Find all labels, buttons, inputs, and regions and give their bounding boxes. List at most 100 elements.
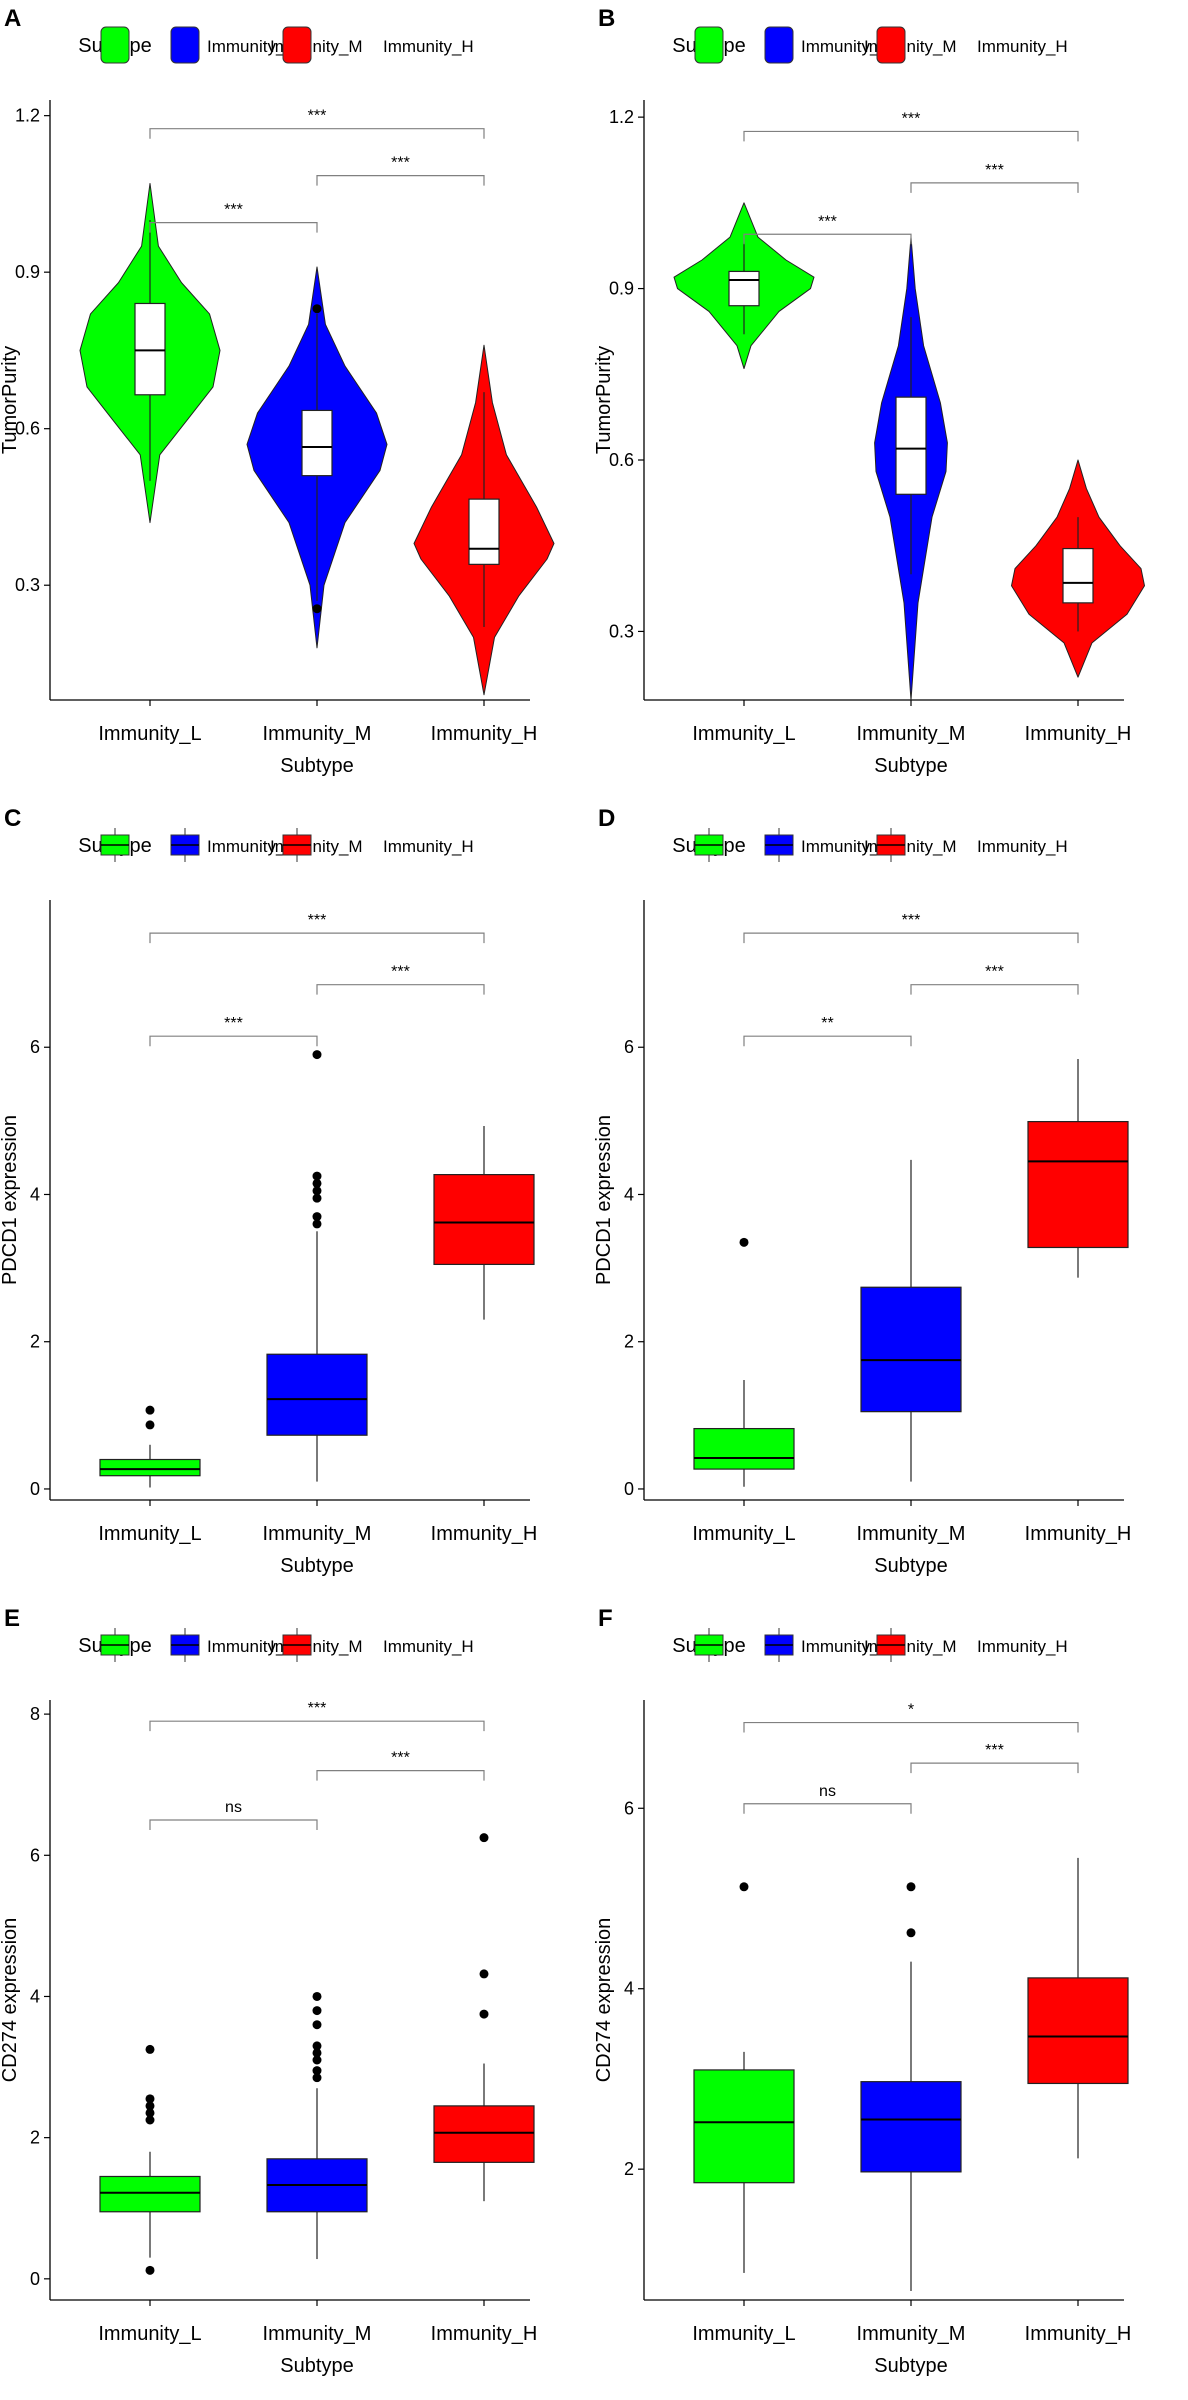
- x-axis-title: Subtype: [280, 755, 353, 777]
- panel-f: F Subtype Immunity_L Immunity_M Immunity_H 2 4…: [594, 1600, 1188, 2400]
- significance-bracket: ***: [316, 964, 485, 995]
- y-tick-label: 2: [30, 2128, 40, 2148]
- significance-label: ns: [819, 1783, 836, 1800]
- significance-bracket: ***: [149, 108, 485, 139]
- x-tick-label: Immunity_H: [431, 723, 538, 745]
- y-tick-label: 0: [30, 1479, 40, 1499]
- x-tick-label: Immunity_L: [98, 1523, 201, 1545]
- x-tick-label: Immunity_L: [98, 2323, 201, 2345]
- x-axis-title: Subtype: [874, 755, 947, 777]
- chart-c: C Subtype Immunity_L Immunity_M Immunity_H 0 2…: [0, 805, 538, 1577]
- outlier-point: [145, 2265, 155, 2275]
- outlier-point: [312, 304, 322, 314]
- panel-letter: D: [598, 805, 615, 832]
- x-tick-label: Immunity_M: [857, 2323, 966, 2345]
- outlier-point: [312, 604, 322, 614]
- y-axis-title: TumorPurity: [594, 346, 615, 454]
- x-tick-label: Immunity_H: [1025, 1523, 1132, 1545]
- bracket-line: [743, 130, 1079, 142]
- significance-label: ***: [308, 108, 327, 125]
- box-immunity-l: [99, 1458, 201, 1477]
- outlier-point: [312, 1193, 322, 1203]
- significance-label: ***: [224, 202, 243, 219]
- significance-bracket: ***: [743, 110, 1079, 142]
- y-tick-label: 0.9: [15, 262, 40, 282]
- y-tick-label: 6: [624, 1798, 634, 1818]
- panel-letter: B: [598, 5, 615, 32]
- significance-label: ns: [225, 1799, 242, 1816]
- bracket-line: [149, 128, 485, 139]
- bracket-line: [149, 932, 485, 944]
- bracket-line: [910, 182, 1079, 193]
- legend-label: Immunity_L: [207, 837, 295, 856]
- outlier-point: [312, 2048, 322, 2058]
- legend-label: Immunity_H: [977, 37, 1068, 56]
- outlier-point: [312, 1212, 322, 1222]
- box-immunity-l: [728, 270, 760, 307]
- significance-bracket: ***: [910, 964, 1079, 995]
- outlier-point: [145, 2108, 155, 2118]
- x-axis-title: Subtype: [280, 1555, 353, 1577]
- box-immunity-l: [134, 302, 166, 396]
- bracket-line: [910, 984, 1079, 995]
- significance-bracket: ***: [316, 1750, 485, 1781]
- outlier-point: [312, 2066, 322, 2076]
- legend-key-immunity-h: [282, 1628, 312, 1662]
- x-tick-label: Immunity_M: [263, 2323, 372, 2345]
- box-immunity-h: [468, 498, 500, 565]
- legend-label: Immunity_H: [977, 1637, 1068, 1656]
- legend-key-immunity-h: [876, 828, 906, 862]
- significance-label: ***: [985, 162, 1004, 179]
- y-tick-label: 2: [624, 2159, 634, 2179]
- outlier-point: [312, 1219, 322, 1229]
- bracket-line: [149, 1035, 318, 1047]
- legend-key-immunity-h: [876, 1628, 906, 1662]
- outlier-point: [312, 2055, 322, 2065]
- bracket-line: [743, 233, 912, 245]
- y-tick-label: 0.9: [609, 279, 634, 299]
- x-tick-label: Immunity_H: [431, 2323, 538, 2345]
- panel-letter: C: [4, 805, 21, 832]
- legend-label: Immunity_L: [801, 37, 889, 56]
- significance-label: ***: [391, 1750, 410, 1767]
- significance-bracket: ***: [743, 912, 1079, 944]
- y-tick-label: 1.2: [609, 107, 634, 127]
- panel-b: B Subtype Immunity_L Immunity_M Immunity_H 0.…: [594, 0, 1188, 800]
- outlier-point: [312, 1991, 322, 2001]
- legend-label: Immunity_L: [207, 37, 295, 56]
- legend-key-immunity-l: [100, 26, 130, 64]
- significance-bracket: ***: [316, 155, 485, 186]
- legend-label: Immunity_H: [977, 837, 1068, 856]
- x-tick-label: Immunity_M: [857, 1523, 966, 1545]
- outlier-point: [479, 2009, 489, 2019]
- y-tick-label: 2: [624, 1332, 634, 1352]
- significance-label: ***: [902, 110, 921, 127]
- panel-letter: F: [598, 1605, 613, 1632]
- y-axis-title: CD274 expression: [0, 1918, 21, 2083]
- bracket-line: [743, 1803, 912, 1814]
- y-tick-label: 0.6: [609, 450, 634, 470]
- legend-swatch: [100, 26, 130, 64]
- panel-e: E Subtype Immunity_L Immunity_M Immunity_H 0 2…: [0, 1600, 594, 2400]
- legend-label: Immunity_L: [207, 1637, 295, 1656]
- outlier-point: [312, 2041, 322, 2051]
- y-axis-title: TumorPurity: [0, 346, 21, 454]
- bracket-line: [149, 222, 318, 233]
- bracket-line: [743, 1035, 912, 1047]
- outlier-point: [312, 2073, 322, 2083]
- significance-label: ***: [308, 1700, 327, 1717]
- y-tick-label: 6: [624, 1037, 634, 1057]
- outlier-point: [906, 1928, 916, 1938]
- x-tick-label: Immunity_H: [431, 1523, 538, 1545]
- outlier-point: [739, 1882, 749, 1892]
- legend-key-immunity-h: [876, 26, 906, 64]
- x-tick-label: Immunity_M: [263, 1523, 372, 1545]
- outlier-point: [312, 1186, 322, 1196]
- bracket-line: [316, 175, 485, 186]
- box-immunity-l: [693, 2069, 795, 2184]
- y-tick-label: 8: [30, 1704, 40, 1724]
- legend-key-immunity-l: [694, 1628, 724, 1662]
- x-tick-label: Immunity_L: [692, 1523, 795, 1545]
- legend-key-immunity-l: [100, 828, 130, 862]
- significance-label: ***: [818, 213, 837, 230]
